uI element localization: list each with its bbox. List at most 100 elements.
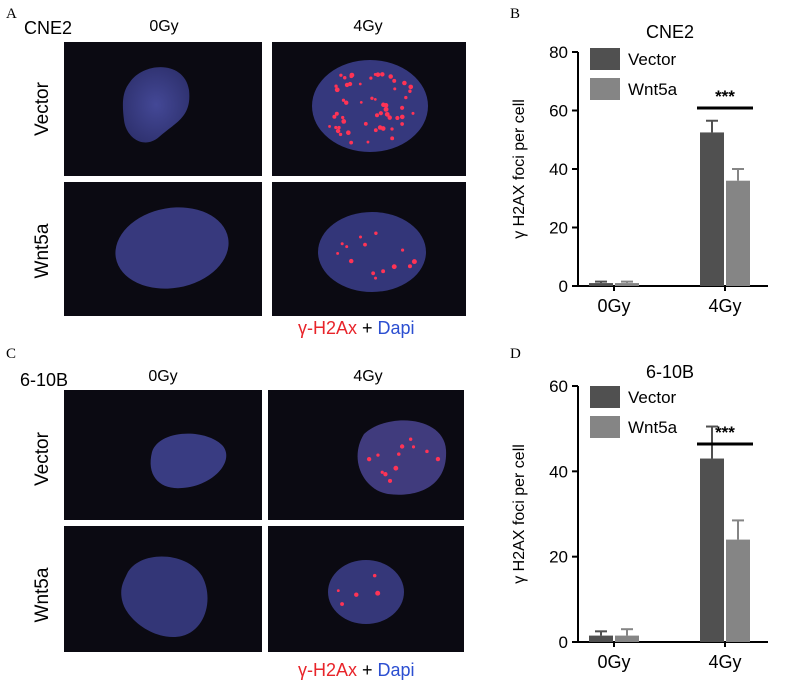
foci-dot bbox=[371, 271, 376, 276]
y-tick-label: 60 bbox=[549, 377, 568, 396]
panel-letter-c: C bbox=[6, 346, 17, 362]
chart-title: CNE2 bbox=[646, 22, 694, 42]
foci-dot bbox=[401, 248, 405, 252]
foci-dot bbox=[407, 264, 412, 269]
x-tick-label: 4Gy bbox=[708, 652, 741, 672]
foci-dot bbox=[336, 252, 340, 255]
foci-dot bbox=[374, 276, 378, 280]
foci-dot bbox=[334, 111, 339, 116]
foci-dot bbox=[399, 444, 405, 449]
foci-dot bbox=[347, 81, 353, 87]
foci-dot bbox=[393, 465, 399, 471]
dose-label-a-4gy: 4Gy bbox=[353, 18, 383, 35]
y-tick-label: 0 bbox=[559, 277, 568, 296]
foci-dot bbox=[387, 478, 393, 483]
chart-title: 6-10B bbox=[646, 362, 694, 382]
bar-wnt5a bbox=[615, 283, 639, 286]
significance-label: *** bbox=[715, 87, 735, 106]
foci-dot bbox=[349, 74, 354, 79]
row-label-a-wnt5a: Wnt5a bbox=[32, 223, 53, 279]
dose-label-c-4gy: 4Gy bbox=[353, 368, 383, 385]
micrograph-a-vector-0gy bbox=[64, 42, 262, 176]
foci-dot bbox=[344, 100, 349, 105]
legend-swatch-vector bbox=[590, 386, 620, 408]
legend-label-wnt5a: Wnt5a bbox=[628, 418, 678, 437]
bar-vector bbox=[589, 283, 613, 286]
stain-legend-a: γ-H2Ax + Dapi bbox=[298, 318, 415, 339]
foci-dot bbox=[328, 125, 331, 128]
y-tick-label: 60 bbox=[549, 102, 568, 121]
foci-dot bbox=[341, 119, 347, 124]
foci-dot bbox=[369, 76, 373, 80]
stain-plus-c: + bbox=[357, 660, 378, 680]
foci-dot bbox=[392, 78, 397, 83]
micrograph-c-vector-0gy bbox=[64, 390, 262, 520]
bar-chart-cne2: CNE2 γ H2AX foci per cell 0 20 40 60 80 0Gy 4Gy *… bbox=[511, 22, 768, 316]
panel-letter-d: D bbox=[510, 346, 521, 362]
y-tick-label: 40 bbox=[549, 462, 568, 481]
micrograph-a-wnt5a-0gy bbox=[64, 182, 262, 316]
foci-dot bbox=[411, 111, 415, 115]
cell-line-label-c: 6-10B bbox=[20, 370, 69, 390]
foci-dot bbox=[383, 472, 388, 477]
legend-label-wnt5a: Wnt5a bbox=[628, 80, 678, 99]
y-tick-label: 20 bbox=[549, 548, 568, 567]
panel-letter-b: B bbox=[510, 6, 521, 22]
foci-dot bbox=[408, 437, 413, 441]
foci-dot bbox=[390, 127, 394, 131]
foci-dot bbox=[402, 80, 407, 86]
foci-dot bbox=[390, 136, 395, 141]
y-tick-label: 80 bbox=[549, 43, 568, 62]
foci-dot bbox=[348, 258, 354, 264]
foci-dot bbox=[341, 98, 346, 102]
foci-dot bbox=[435, 456, 441, 462]
foci-dot bbox=[397, 452, 401, 456]
y-tick-label: 20 bbox=[549, 219, 568, 238]
foci-dot bbox=[380, 72, 385, 77]
stain-marker-c: γ-H2Ax bbox=[298, 660, 358, 680]
micrograph-a-wnt5a-4gy bbox=[272, 182, 466, 316]
row-label-a-vector: Vector bbox=[32, 82, 53, 136]
foci-dot bbox=[381, 102, 386, 107]
foci-dot bbox=[345, 245, 349, 249]
bar-vector bbox=[589, 635, 613, 642]
foci-dot bbox=[358, 82, 362, 86]
legend-swatch-vector bbox=[590, 48, 620, 70]
stain-counterstain-a: Dapi bbox=[377, 318, 415, 338]
foci-dot bbox=[380, 126, 386, 131]
micrograph-c-wnt5a-4gy bbox=[268, 526, 464, 652]
foci-dot bbox=[374, 231, 378, 235]
foci-dot bbox=[376, 453, 380, 457]
foci-dot bbox=[387, 115, 392, 120]
foci-dot bbox=[338, 132, 343, 137]
foci-dot bbox=[359, 235, 363, 239]
dose-label-a-0gy: 0Gy bbox=[149, 18, 179, 35]
foci-dot bbox=[340, 242, 344, 246]
cell-line-label-a: CNE2 bbox=[24, 18, 73, 38]
foci-dot bbox=[383, 106, 389, 112]
foci-dot bbox=[373, 73, 377, 76]
foci-dot bbox=[393, 87, 397, 91]
bar-vector bbox=[700, 132, 724, 286]
legend-swatch-wnt5a bbox=[590, 78, 620, 100]
foci-dot bbox=[349, 140, 354, 145]
foci-dot bbox=[334, 84, 338, 88]
y-axis-label: γ H2AX foci per cell bbox=[511, 444, 528, 584]
bar-wnt5a bbox=[615, 635, 639, 642]
foci-dot bbox=[375, 590, 381, 596]
foci-dot bbox=[334, 87, 340, 93]
foci-dot bbox=[378, 111, 383, 116]
stain-counterstain-c: Dapi bbox=[377, 660, 415, 680]
foci-dot bbox=[380, 470, 384, 474]
foci-dot bbox=[359, 101, 363, 104]
foci-dot bbox=[408, 84, 414, 90]
bar-wnt5a bbox=[726, 539, 750, 642]
foci-dot bbox=[399, 114, 405, 120]
foci-dot bbox=[373, 97, 377, 101]
foci-dot bbox=[391, 264, 397, 270]
foci-dot bbox=[366, 456, 372, 462]
foci-dot bbox=[411, 259, 417, 265]
foci-dot bbox=[400, 122, 404, 126]
x-tick-label: 0Gy bbox=[597, 652, 630, 672]
foci-dot bbox=[381, 269, 386, 274]
